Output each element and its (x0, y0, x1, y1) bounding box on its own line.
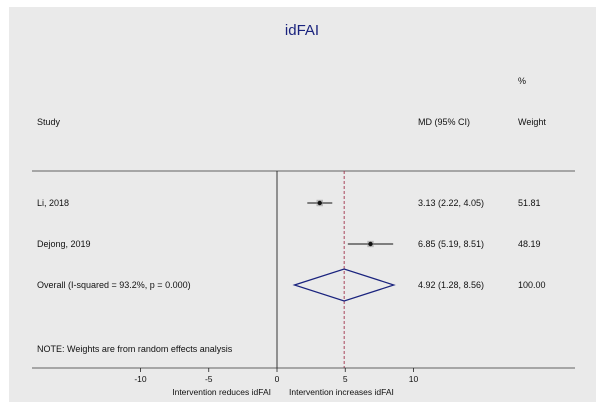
study-label: Li, 2018 (37, 198, 69, 208)
study-rows: Li, 2018 3.13 (2.22, 4.05) 51.81 Dejong, 20… (37, 171, 546, 368)
ci-text: 3.13 (2.22, 4.05) (418, 198, 484, 208)
x-tick-label: -10 (134, 374, 147, 384)
overall-row: Overall (I-squared = 93.2%, p = 0.000) 4.… (37, 268, 546, 302)
study-row: Li, 2018 3.13 (2.22, 4.05) 51.81 (37, 198, 541, 208)
ci-text: 6.85 (5.19, 8.51) (418, 239, 484, 249)
chart-title: idFAI (285, 22, 319, 39)
overall-label: Overall (I-squared = 93.2%, p = 0.000) (37, 280, 191, 290)
direction-label-right: Intervention increases idFAI (289, 387, 394, 397)
weight-column-header: Weight (518, 117, 546, 127)
weights-note: NOTE: Weights are from random effects an… (37, 344, 233, 354)
direction-label-left: Intervention reduces idFAI (172, 387, 271, 397)
overall-diamond (292, 268, 396, 302)
x-axis-ticks: -10 -5 0 5 10 (134, 368, 418, 384)
effect-column-header: MD (95% CI) (418, 117, 470, 127)
study-label: Dejong, 2019 (37, 239, 91, 249)
point-estimate (368, 241, 373, 247)
study-row: Dejong, 2019 6.85 (5.19, 8.51) 48.19 (37, 239, 541, 249)
x-tick-label: 5 (343, 374, 348, 384)
plot-background (9, 7, 596, 402)
weight-text: 51.81 (518, 198, 541, 208)
study-column-header: Study (37, 117, 61, 127)
overall-ci-text: 4.92 (1.28, 8.56) (418, 280, 484, 290)
point-estimate (317, 200, 322, 206)
weight-percent-header: % (518, 76, 526, 86)
x-tick-label: 0 (275, 374, 280, 384)
overall-weight-text: 100.00 (518, 280, 546, 290)
weight-text: 48.19 (518, 239, 541, 249)
x-tick-label: 10 (409, 374, 419, 384)
x-tick-label: -5 (205, 374, 213, 384)
